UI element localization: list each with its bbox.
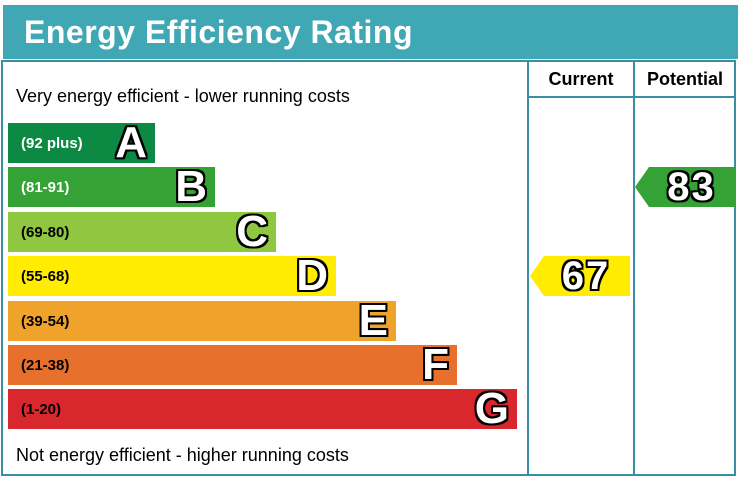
rating-band-b: (81-91) B bbox=[8, 162, 215, 211]
band-range-label: (55-68) bbox=[21, 267, 70, 285]
potential-column-divider bbox=[633, 60, 635, 476]
rating-band-d: (55-68) D bbox=[8, 251, 336, 300]
rating-band-g: (1-20) G bbox=[8, 384, 517, 433]
rating-band-c: (69-80) C bbox=[8, 207, 276, 256]
current-rating-value: 67 bbox=[561, 254, 611, 298]
rating-band-e: (39-54) E bbox=[8, 296, 396, 345]
bottom-caption: Not energy efficient - higher running co… bbox=[16, 445, 349, 465]
band-letter: D bbox=[296, 251, 328, 300]
band-letter: A bbox=[115, 118, 147, 167]
band-letter: F bbox=[422, 340, 449, 389]
band-letter: B bbox=[175, 162, 207, 211]
chart-title-banner: Energy Efficiency Rating bbox=[3, 5, 738, 59]
current-column-divider bbox=[527, 60, 529, 476]
chart-border-box bbox=[1, 60, 736, 476]
top-caption: Very energy efficient - lower running co… bbox=[16, 86, 350, 106]
chart-title: Energy Efficiency Rating bbox=[24, 14, 413, 50]
band-range-label: (21-38) bbox=[21, 356, 70, 374]
band-range-label: (81-91) bbox=[21, 178, 70, 196]
band-range-label: (69-80) bbox=[21, 223, 70, 241]
potential-rating-value: 83 bbox=[667, 165, 716, 209]
band-range-label: (1-20) bbox=[21, 400, 62, 418]
band-letter: E bbox=[358, 296, 388, 345]
potential-rating-arrow: 83 bbox=[635, 167, 736, 207]
band-letter: G bbox=[474, 384, 509, 433]
band-range-label: (39-54) bbox=[21, 312, 70, 330]
current-column-header: Current bbox=[548, 68, 614, 89]
rating-band-f: (21-38) F bbox=[8, 340, 457, 389]
rating-band-a: (92 plus) A bbox=[8, 118, 155, 167]
current-rating-arrow: 67 bbox=[530, 256, 630, 296]
potential-column-header: Potential bbox=[646, 68, 723, 89]
band-range-label: (92 plus) bbox=[21, 134, 83, 152]
band-letter: C bbox=[236, 207, 268, 256]
column-header-underline bbox=[527, 96, 736, 98]
